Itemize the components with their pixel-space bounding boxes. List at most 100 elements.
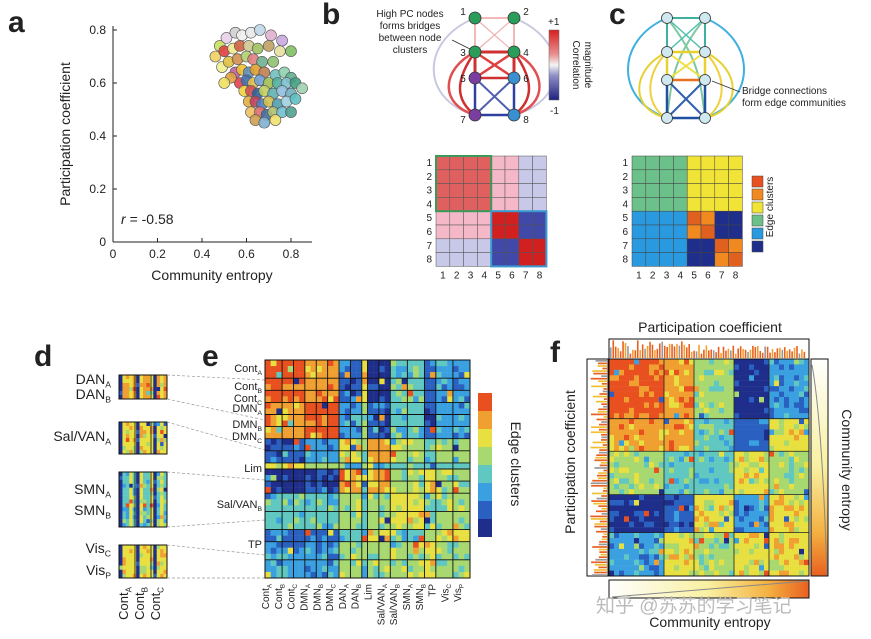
f-matrix-cell [704, 565, 710, 571]
e-matrix-cell [356, 553, 363, 561]
e-matrix-cell [282, 438, 288, 445]
e-matrix-cell [361, 402, 368, 409]
f-matrix-cell [609, 565, 615, 571]
e-matrix-cell [418, 408, 425, 415]
e-matrix-cell [333, 487, 340, 494]
b-matrix-cell [532, 252, 547, 267]
d-matrix-cell [160, 475, 164, 481]
e-col-label-sub: A [305, 583, 312, 588]
f-matrix-cell [674, 565, 680, 571]
f-matrix-cell [689, 478, 695, 484]
e-matrix-cell [407, 529, 414, 536]
e-matrix-cell [418, 571, 425, 579]
f-top-bar [646, 345, 649, 358]
f-matrix-cell [744, 483, 750, 490]
f-matrix-cell [789, 510, 795, 517]
f-matrix-cell [769, 532, 775, 539]
d-matrix-cell [129, 523, 133, 528]
f-matrix-cell [744, 527, 750, 533]
f-matrix-cell [749, 565, 755, 571]
e-matrix-cell [270, 450, 277, 458]
f-matrix-cell [704, 396, 710, 403]
e-matrix-cell [407, 511, 414, 518]
d-matrix-cell [143, 573, 147, 579]
e-matrix-cell [282, 426, 288, 433]
f-matrix-cell [624, 532, 630, 539]
e-matrix-cell [356, 511, 363, 518]
f-matrix-cell [694, 407, 700, 414]
f-matrix-cell [619, 538, 625, 544]
f-matrix-cell [619, 505, 625, 512]
d-matrix-cell [149, 387, 154, 392]
f-matrix-cell [619, 532, 625, 539]
d-matrix-cell [156, 499, 161, 504]
e-matrix-cell [435, 420, 442, 427]
e-matrix-cell [430, 571, 437, 579]
f-matrix-cell [729, 570, 735, 577]
f-matrix-cell [799, 407, 805, 414]
d-matrix-cell [122, 438, 127, 443]
e-matrix-cell [401, 517, 408, 524]
f-matrix-cell [734, 396, 740, 403]
e-matrix-cell [452, 366, 459, 373]
e-matrix-cell [452, 529, 459, 536]
f-matrix-cell [654, 565, 660, 571]
b-matrix-cell [449, 238, 464, 253]
f-matrix-cell [754, 396, 760, 403]
e-matrix-cell [361, 469, 368, 476]
e-matrix-cell [441, 487, 448, 494]
e-matrix-cell [390, 420, 397, 427]
e-matrix-cell [447, 547, 454, 554]
f-matrix-cell [724, 451, 730, 457]
f-matrix-cell [799, 505, 805, 512]
e-matrix-cell [430, 529, 437, 536]
f-matrix-cell [714, 516, 720, 522]
f-left-bar [592, 370, 607, 372]
d-row-label-main: SMN [74, 481, 105, 497]
f-matrix-cell [734, 548, 740, 555]
f-matrix-cell [694, 369, 700, 376]
d-matrix-cell [129, 426, 133, 431]
d-matrix-cell [143, 375, 147, 380]
f-top-bar [668, 343, 671, 358]
d-matrix-cell [136, 475, 140, 481]
f-matrix-cell [779, 478, 785, 484]
d-matrix-cell [129, 391, 133, 396]
d-matrix-cell [129, 446, 133, 451]
f-matrix-cell [734, 467, 740, 474]
e-matrix-cell [316, 571, 323, 579]
f-matrix-cell [649, 451, 655, 457]
f-matrix-cell [774, 505, 780, 512]
e-matrix-cell [430, 487, 437, 494]
e-matrix-cell [390, 505, 397, 512]
e-col-label-main: Vis [440, 588, 451, 602]
f-matrix-cell [609, 543, 615, 550]
d-matrix-cell [139, 573, 144, 579]
e-matrix-cell [407, 487, 414, 494]
f-matrix-cell [779, 554, 785, 560]
f-matrix-cell [784, 548, 790, 555]
f-matrix-cell [664, 418, 670, 425]
f-matrix-cell [749, 505, 755, 512]
f-matrix-cell [694, 451, 700, 457]
e-matrix-cell [384, 571, 391, 579]
f-matrix-cell [769, 402, 775, 409]
b-col-label: 1 [440, 270, 446, 281]
e-col-label-sub: C [331, 583, 338, 588]
f-matrix-cell [684, 554, 690, 560]
f-matrix-cell [674, 375, 680, 381]
f-matrix-cell [684, 386, 690, 392]
f-matrix-cell [679, 396, 685, 403]
e-matrix-cell [327, 432, 334, 439]
f-matrix-cell [744, 532, 750, 539]
d-matrix-cell [129, 479, 133, 484]
e-matrix-cell [418, 493, 425, 500]
d-matrix-cell [122, 426, 127, 431]
b-matrix-cell [449, 210, 464, 226]
f-matrix-cell [654, 440, 660, 446]
e-matrix-cell [367, 511, 374, 518]
f-matrix-cell [634, 559, 640, 566]
e-matrix-cell [367, 438, 374, 445]
d-matrix-cell [163, 387, 168, 392]
e-matrix-cell [435, 408, 442, 415]
